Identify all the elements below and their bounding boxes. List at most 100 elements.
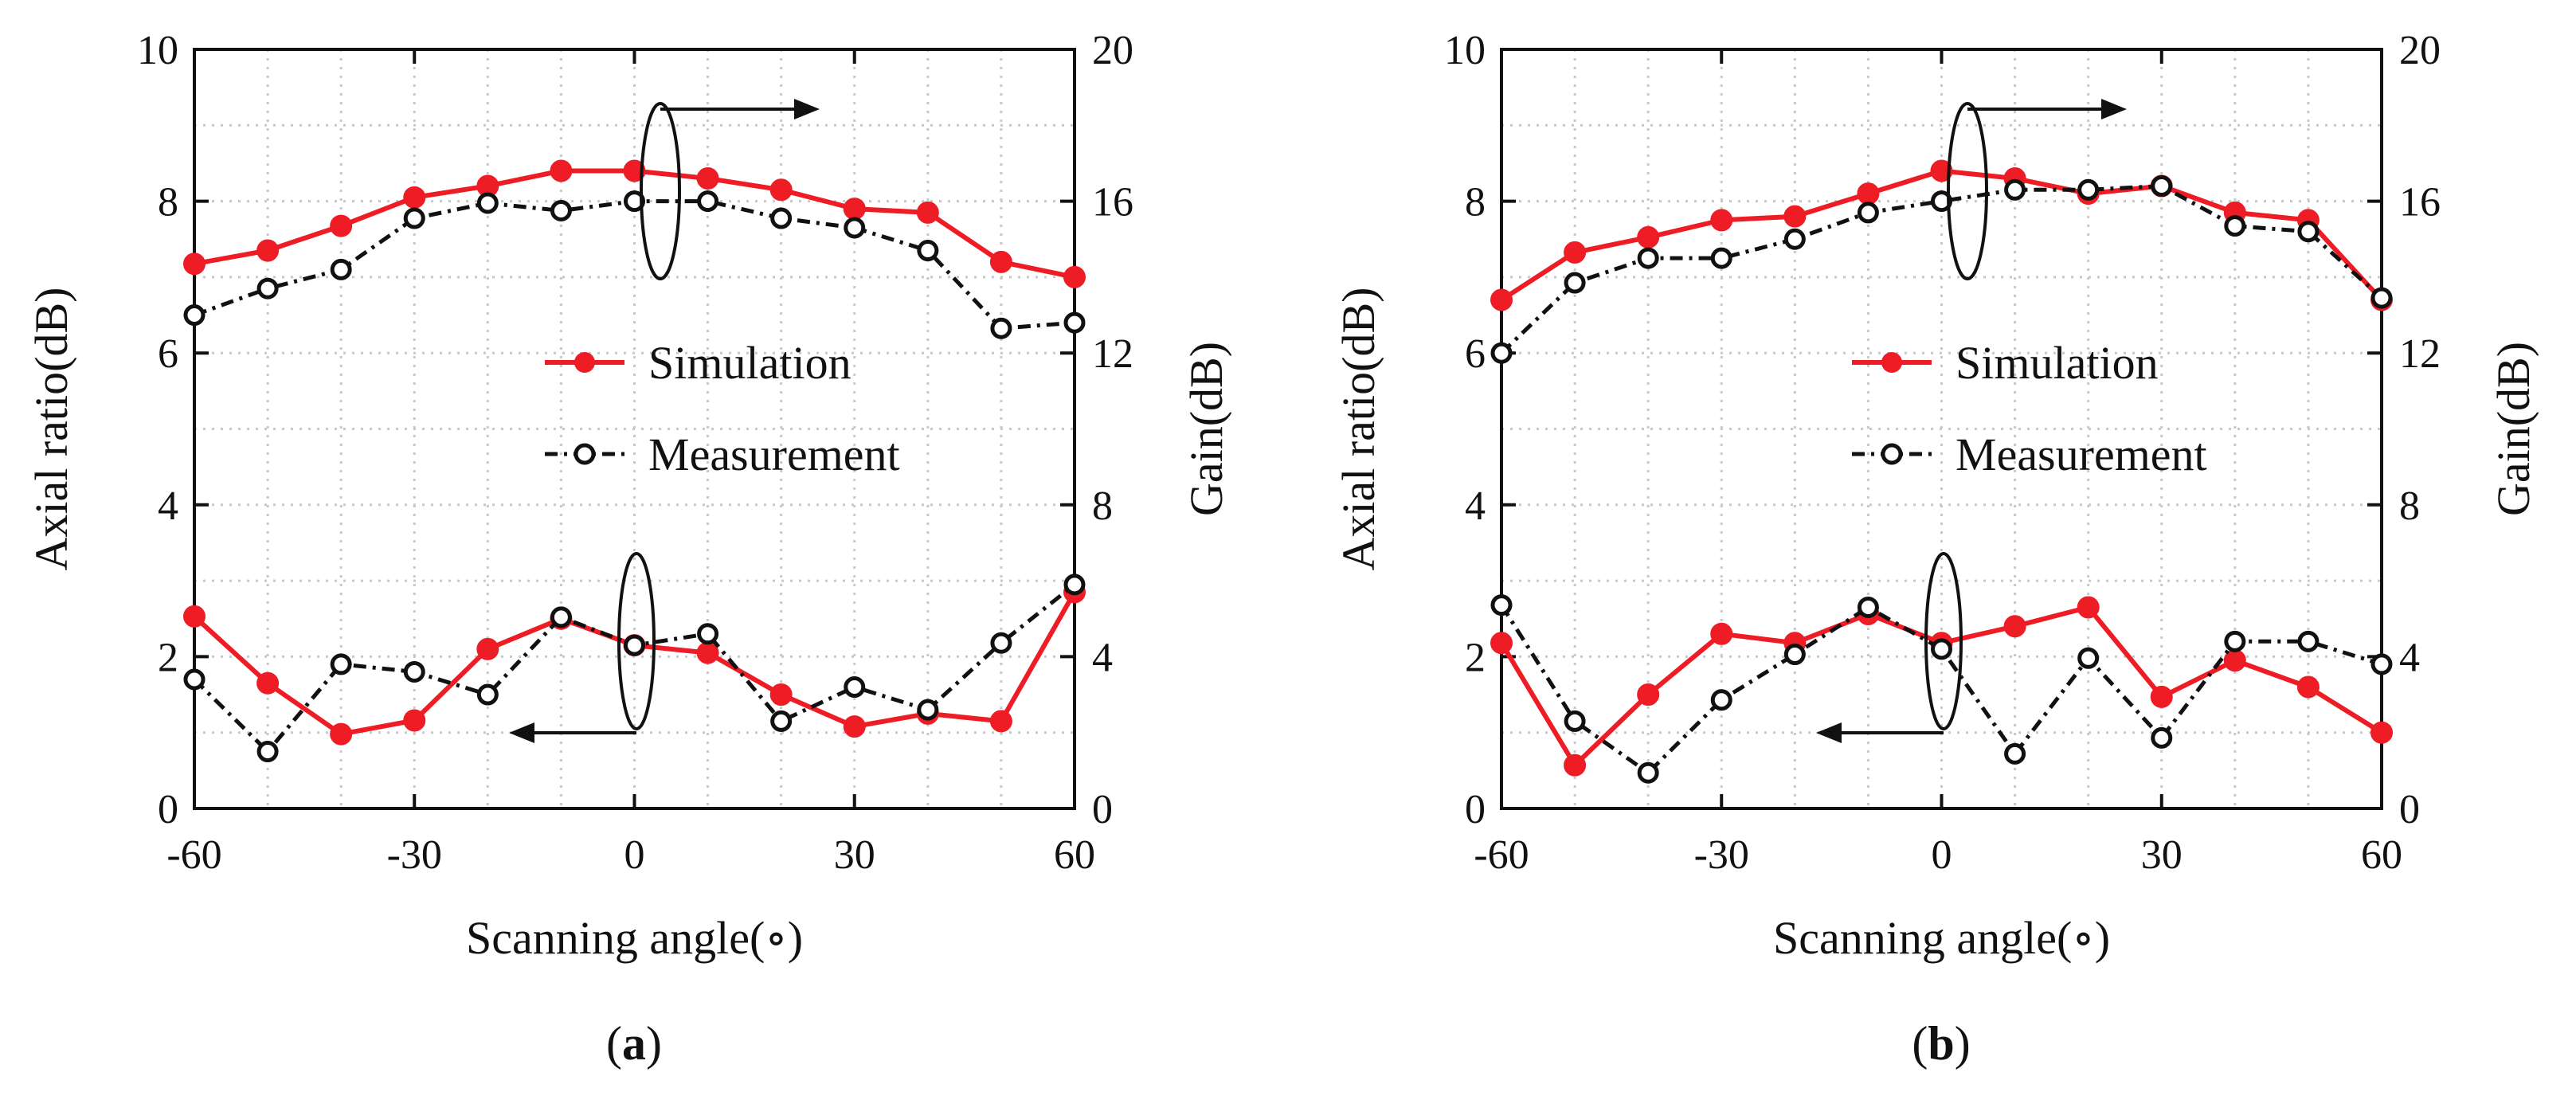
y-right-tick-label: 4 bbox=[2399, 635, 2420, 680]
y-right-tick-label: 8 bbox=[1092, 483, 1113, 529]
y-left-tick-label: 6 bbox=[1465, 331, 1486, 377]
x-tick-label: 0 bbox=[1932, 832, 1952, 878]
data-point bbox=[917, 699, 939, 721]
data-point bbox=[2297, 630, 2320, 652]
series-measurement-axial-ratio bbox=[1490, 594, 2393, 784]
data-point bbox=[2296, 675, 2320, 699]
data-point bbox=[2077, 596, 2100, 619]
y-right-axis-title: Gain(dB) bbox=[1180, 342, 1232, 516]
caption-paren-open: ( bbox=[606, 1017, 622, 1070]
y-left-tick-label: 8 bbox=[1465, 180, 1486, 225]
data-point bbox=[1490, 288, 1513, 311]
data-point bbox=[476, 637, 499, 660]
annotation-ellipse-axial-ratio bbox=[1924, 552, 1963, 730]
data-point bbox=[1637, 761, 1659, 784]
x-tick-label: -30 bbox=[1694, 832, 1749, 878]
legend-marker-simulation bbox=[1881, 352, 1902, 373]
data-point bbox=[183, 304, 206, 327]
y-left-axis-title: Axial ratio(dB) bbox=[1333, 288, 1384, 571]
data-point bbox=[2077, 178, 2100, 201]
annotation-arrowhead-axial-ratio bbox=[1816, 722, 1842, 743]
series-measurement-gain bbox=[1490, 175, 2393, 364]
data-point bbox=[1063, 573, 1086, 596]
data-point bbox=[1710, 247, 1732, 269]
y-right-tick-label: 20 bbox=[2399, 28, 2441, 73]
x-tick-label: 0 bbox=[624, 832, 645, 878]
annotation-arrowhead-gain bbox=[794, 99, 820, 119]
data-point bbox=[917, 240, 939, 262]
data-point bbox=[1783, 644, 1806, 666]
data-point bbox=[697, 623, 719, 645]
legend-label-simulation: Simulation bbox=[648, 337, 851, 389]
caption-paren-open: ( bbox=[1912, 1017, 1928, 1070]
series-simulation-gain bbox=[183, 159, 1086, 288]
x-tick-label: 30 bbox=[834, 832, 875, 878]
data-point bbox=[2004, 178, 2026, 201]
x-tick-label: -30 bbox=[387, 832, 442, 878]
data-point bbox=[624, 190, 645, 213]
data-point bbox=[1783, 205, 1807, 228]
data-point bbox=[2150, 685, 2173, 708]
data-point bbox=[550, 606, 572, 628]
caption-paren-close: ) bbox=[1955, 1017, 1971, 1070]
data-point bbox=[330, 653, 352, 675]
y-left-tick-label: 6 bbox=[158, 331, 178, 377]
x-tick-label: 60 bbox=[2361, 832, 2402, 878]
data-point bbox=[2224, 630, 2246, 652]
annotation-ellipse-axial-ratio bbox=[617, 552, 656, 730]
data-point bbox=[476, 192, 499, 214]
annotation-arrowhead-axial-ratio bbox=[509, 722, 534, 743]
x-tick-label: 30 bbox=[2141, 832, 2183, 878]
data-point bbox=[2077, 647, 2100, 669]
data-point bbox=[1637, 247, 1659, 269]
panel-caption: (a) bbox=[606, 1017, 662, 1070]
data-point bbox=[1637, 225, 1660, 249]
data-point bbox=[770, 710, 793, 732]
x-tick-label: -60 bbox=[1474, 832, 1529, 878]
data-point bbox=[403, 660, 425, 683]
data-point bbox=[403, 207, 425, 229]
x-tick-label: 60 bbox=[1054, 832, 1095, 878]
legend: Simulation Measurement bbox=[1852, 337, 2207, 480]
y-left-tick-label: 0 bbox=[158, 787, 178, 832]
data-point bbox=[183, 605, 206, 628]
data-point bbox=[844, 217, 866, 239]
data-point bbox=[696, 641, 719, 664]
data-point bbox=[1931, 190, 1952, 213]
y-right-tick-label: 16 bbox=[2399, 180, 2441, 225]
y-left-axis-title: Axial ratio(dB) bbox=[25, 288, 77, 571]
data-point bbox=[1564, 272, 1586, 294]
data-point bbox=[550, 159, 573, 182]
data-point bbox=[2370, 721, 2393, 744]
y-right-tick-label: 8 bbox=[2399, 483, 2420, 529]
data-point bbox=[1710, 689, 1732, 711]
y-right-tick-label: 12 bbox=[2399, 331, 2441, 377]
data-point bbox=[1710, 622, 1733, 645]
annotation-arrowhead-gain bbox=[2101, 99, 2127, 119]
caption-letter: a bbox=[622, 1017, 646, 1070]
data-point bbox=[330, 258, 352, 280]
grid bbox=[1501, 49, 2382, 808]
data-point bbox=[769, 178, 793, 202]
legend: Simulation Measurement bbox=[545, 337, 900, 480]
y-right-tick-label: 0 bbox=[1092, 787, 1113, 832]
data-point bbox=[2370, 287, 2393, 309]
data-point bbox=[2297, 221, 2320, 243]
data-point bbox=[916, 201, 939, 224]
data-point bbox=[1490, 594, 1513, 617]
data-point bbox=[769, 683, 793, 707]
data-point bbox=[696, 167, 719, 190]
caption-letter: b bbox=[1928, 1017, 1954, 1070]
y-right-axis-title: Gain(dB) bbox=[2488, 342, 2539, 516]
legend-label-measurement: Measurement bbox=[1955, 429, 2207, 480]
y-left-tick-label: 10 bbox=[1444, 28, 1486, 73]
legend-label-measurement: Measurement bbox=[648, 429, 900, 480]
data-point bbox=[256, 277, 279, 299]
y-right-tick-label: 20 bbox=[1092, 28, 1133, 73]
annotation-ellipse-gain bbox=[640, 102, 681, 280]
data-point bbox=[1564, 754, 1587, 777]
